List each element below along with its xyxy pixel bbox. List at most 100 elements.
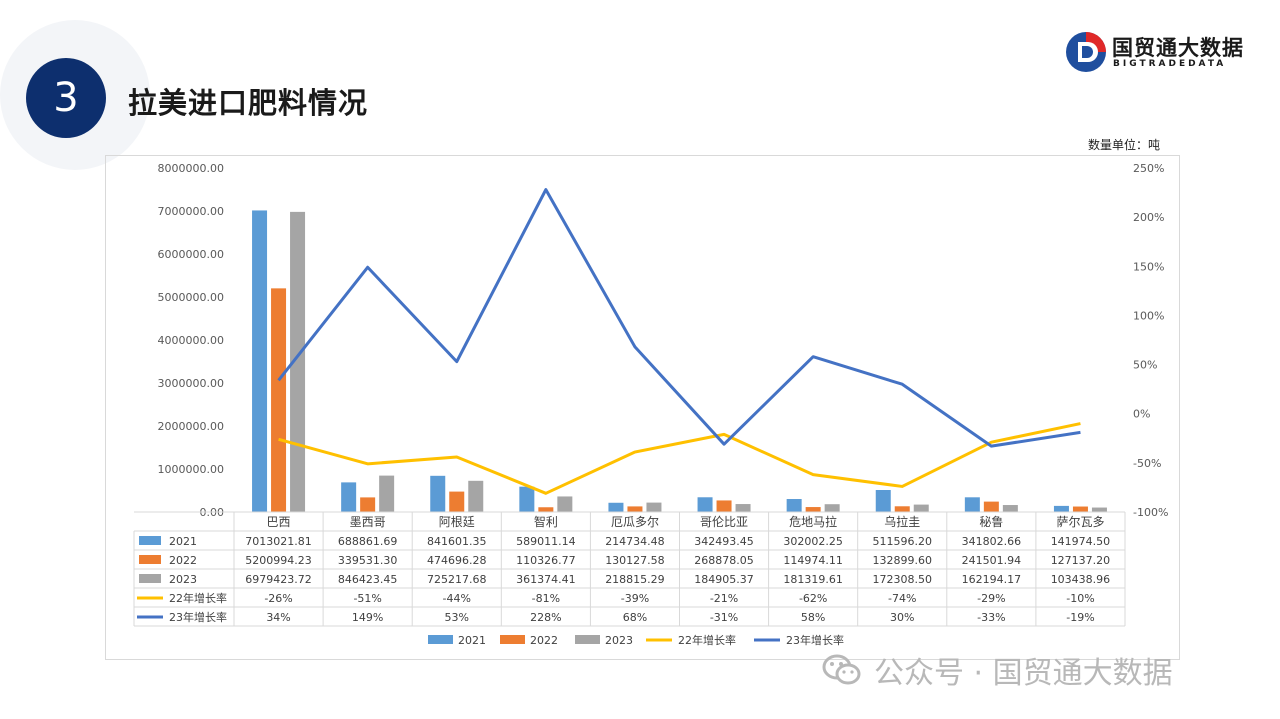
table-cell: 181319.61 <box>783 573 843 586</box>
x-category-label: 危地马拉 <box>789 514 837 529</box>
table-legend-key <box>139 536 161 545</box>
table-cell: 511596.20 <box>873 535 933 548</box>
table-cell: 7013021.81 <box>245 535 311 548</box>
y-right-tick-label: 100% <box>1133 309 1164 322</box>
table-cell: 68% <box>623 611 647 624</box>
line-23年增长率 <box>277 188 1081 448</box>
table-cell: 127137.20 <box>1051 554 1111 567</box>
table-cell: 241501.94 <box>962 554 1022 567</box>
table-cell: 589011.14 <box>516 535 576 548</box>
y-left-tick-label: 4000000.00 <box>158 334 224 347</box>
table-cell: -31% <box>710 611 738 624</box>
bar-2021 <box>786 499 802 512</box>
bar-2021 <box>1053 505 1069 512</box>
unit-label: 数量单位：吨 <box>1088 138 1161 152</box>
bar-2023 <box>913 504 929 512</box>
bar-2021 <box>608 502 624 512</box>
legend-key-2023 <box>575 635 600 644</box>
table-cell: 114974.11 <box>783 554 843 567</box>
brand-logo: 国贸通大数据 BIGTRADEDATA <box>1064 30 1254 74</box>
bar-2022 <box>360 497 376 512</box>
wechat-icon <box>822 654 861 685</box>
x-category-label: 秘鲁 <box>979 515 1003 529</box>
bar-2023 <box>1002 505 1018 512</box>
table-cell: 110326.77 <box>516 554 576 567</box>
table-cell: 6979423.72 <box>245 573 311 586</box>
y-right-tick-label: 50% <box>1133 359 1157 372</box>
legend-label-2023: 2023 <box>605 634 633 647</box>
bar-2023 <box>646 502 662 512</box>
table-cell: -39% <box>621 592 649 605</box>
table-series-name: 2022 <box>169 554 197 567</box>
table-cell: -44% <box>443 592 471 605</box>
bar-2022 <box>627 506 643 512</box>
table-cell: 342493.45 <box>694 535 754 548</box>
table-cell: 132899.60 <box>873 554 933 567</box>
x-category-label: 智利 <box>534 514 558 529</box>
table-cell: 130127.58 <box>605 554 665 567</box>
bar-2022 <box>983 501 999 512</box>
x-category-label: 乌拉圭 <box>884 514 920 529</box>
bar-2023 <box>735 504 751 512</box>
line-22年增长率 <box>278 422 1081 495</box>
table-cell: 688861.69 <box>338 535 398 548</box>
table-cell: 53% <box>445 611 469 624</box>
bar-2021 <box>519 486 535 512</box>
table-cell: 149% <box>352 611 383 624</box>
table-cell: 846423.45 <box>338 573 398 586</box>
page-title: 拉美进口肥料情况 <box>128 86 369 120</box>
logo-subtext: BIGTRADEDATA <box>1113 59 1227 69</box>
table-cell: -19% <box>1066 611 1094 624</box>
table-cell: -81% <box>532 592 560 605</box>
table-series-name: 2023 <box>169 573 197 586</box>
bar-2023 <box>824 504 840 512</box>
bar-2021 <box>964 497 980 512</box>
x-category-label: 墨西哥 <box>350 515 386 529</box>
table-cell: 339531.30 <box>338 554 398 567</box>
table-series-name: 23年增长率 <box>169 610 227 624</box>
table-legend-key <box>139 555 161 564</box>
table-cell: -29% <box>977 592 1005 605</box>
table-cell: 214734.48 <box>605 535 665 548</box>
bar-2022 <box>538 507 554 512</box>
bar-2023 <box>557 496 573 512</box>
watermark: 公众号 · 国贸通大数据 <box>822 648 1173 692</box>
bar-2023 <box>1091 507 1107 512</box>
bar-2021 <box>341 482 357 512</box>
legend-key-2022 <box>500 635 525 644</box>
table-cell: 341802.66 <box>962 535 1022 548</box>
y-left-tick-label: 3000000.00 <box>158 377 224 390</box>
bar-2021 <box>875 490 891 512</box>
y-left-tick-label: 1000000.00 <box>158 463 224 476</box>
y-left-tick-label: 6000000.00 <box>158 248 224 261</box>
table-cell: -51% <box>353 592 381 605</box>
table-cell: 268878.05 <box>694 554 754 567</box>
watermark-text: 公众号 · 国贸通大数据 <box>874 656 1173 691</box>
table-cell: 34% <box>266 611 290 624</box>
bar-2023 <box>290 211 306 513</box>
legend-label-2022: 2022 <box>530 634 558 647</box>
chart-frame <box>105 155 1180 660</box>
legend-key-2021 <box>428 635 453 644</box>
table-cell: 302002.25 <box>783 535 843 548</box>
table-cell: -26% <box>264 592 292 605</box>
table-cell: -10% <box>1066 592 1094 605</box>
table-cell: 361374.41 <box>516 573 576 586</box>
table-cell: -21% <box>710 592 738 605</box>
table-cell: 162194.17 <box>962 573 1022 586</box>
bar-2022 <box>271 288 287 512</box>
y-left-tick-label: 2000000.00 <box>158 420 224 433</box>
table-cell: 141974.50 <box>1051 535 1111 548</box>
y-right-tick-label: 0% <box>1133 408 1150 421</box>
table-legend-key <box>139 574 161 583</box>
y-right-tick-label: 200% <box>1133 211 1164 224</box>
bar-2021 <box>252 210 268 512</box>
table-cell: 30% <box>890 611 914 624</box>
bar-2021 <box>430 475 446 512</box>
legend-label-23年增长率: 23年增长率 <box>786 633 844 647</box>
legend-label-2021: 2021 <box>458 634 486 647</box>
y-left-tick-label: 7000000.00 <box>158 205 224 218</box>
table-cell: 228% <box>530 611 561 624</box>
bar-2022 <box>805 507 821 512</box>
